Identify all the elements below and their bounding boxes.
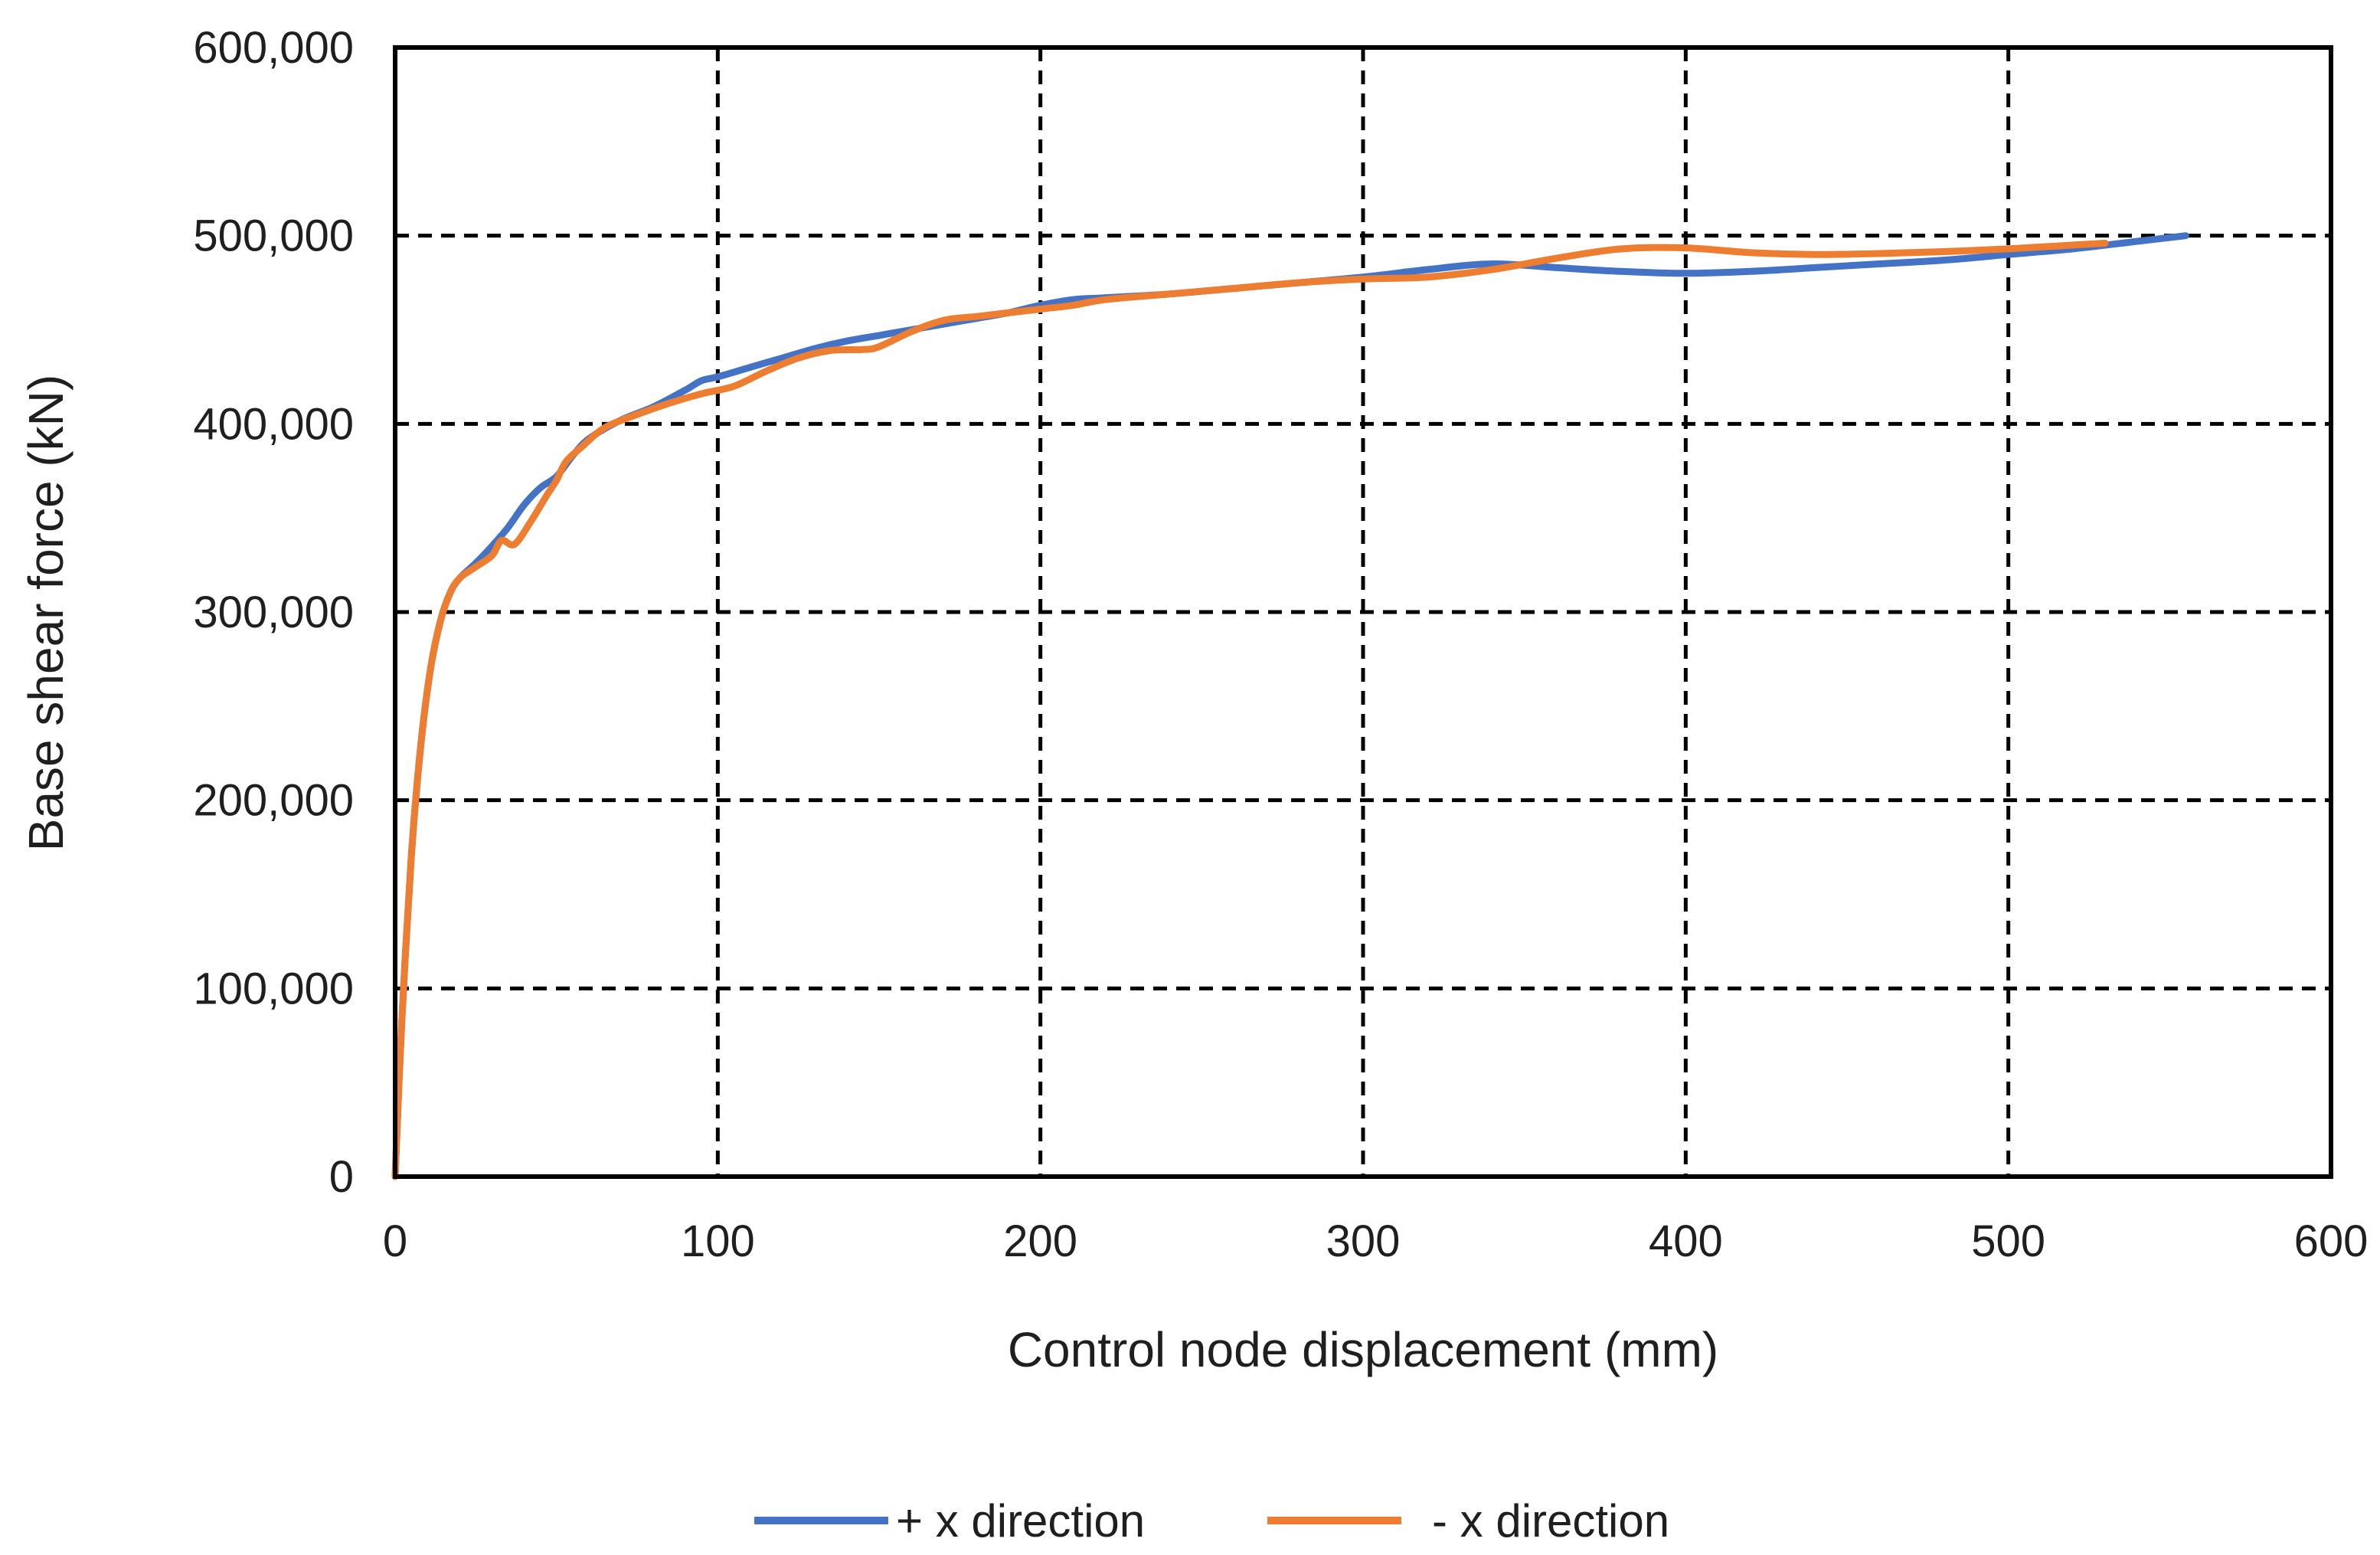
y-tick-label: 200,000 <box>193 776 354 826</box>
y-tick-label: 500,000 <box>193 211 354 261</box>
x-tick-label: 0 <box>383 1216 407 1266</box>
series-line-minus-x <box>391 240 2109 1180</box>
grid-lines <box>395 47 2331 1177</box>
series-layer <box>391 232 2189 1180</box>
legend: + x direction - x direction <box>754 1495 1669 1547</box>
y-axis-title: Base shear force (kN) <box>18 375 74 851</box>
x-tick-label: 100 <box>681 1216 755 1266</box>
x-tick-label: 600 <box>2294 1216 2369 1266</box>
y-tick-label: 600,000 <box>193 23 354 73</box>
y-axis-ticks: 0 100,000 200,000 300,000 400,000 500,000 600,… <box>193 23 354 1202</box>
y-tick-label: 400,000 <box>193 399 354 449</box>
y-tick-label: 100,000 <box>193 964 354 1013</box>
series-line-plus-x <box>391 232 2189 1180</box>
y-tick-label: 300,000 <box>193 588 354 637</box>
x-tick-label: 400 <box>1649 1216 1723 1266</box>
legend-label-plus-x: + x direction <box>896 1495 1145 1547</box>
x-axis-ticks: 0 100 200 300 400 500 600 <box>383 1216 2369 1266</box>
legend-label-minus-x: - x direction <box>1432 1495 1669 1547</box>
x-tick-label: 500 <box>1971 1216 2045 1266</box>
x-tick-label: 300 <box>1326 1216 1401 1266</box>
plot-area-frame <box>393 45 2333 1179</box>
y-tick-label: 0 <box>329 1152 354 1202</box>
x-axis-title: Control node displacement (mm) <box>1008 1322 1718 1377</box>
x-tick-label: 200 <box>1003 1216 1077 1266</box>
